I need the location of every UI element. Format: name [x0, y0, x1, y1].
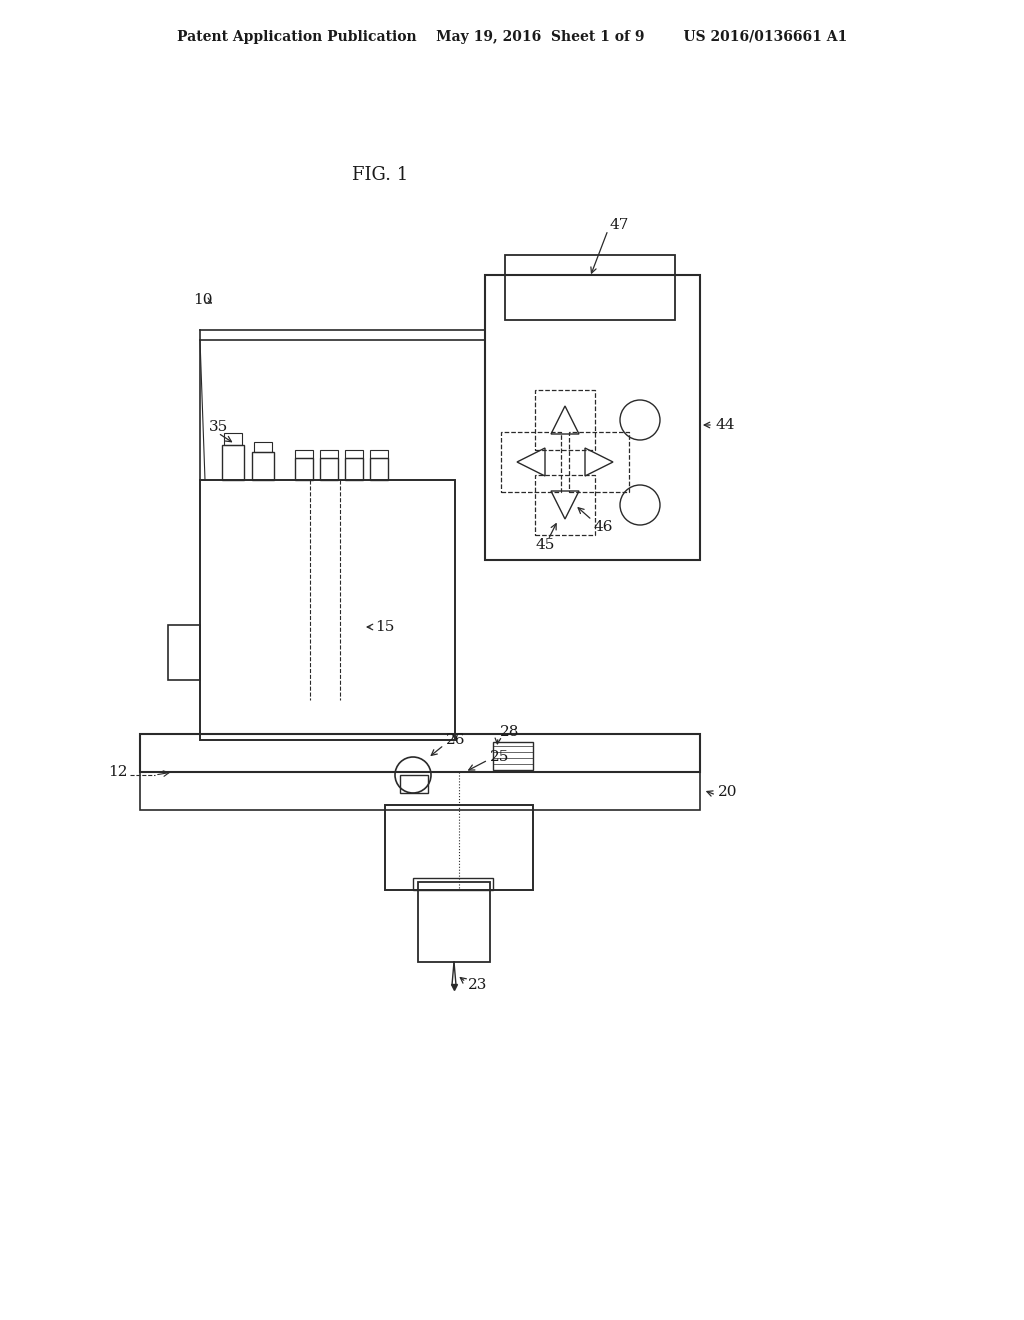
Bar [222, 445, 244, 480]
Bar [319, 450, 338, 458]
Text: Patent Application Publication    May 19, 2016  Sheet 1 of 9        US 2016/0136: Patent Application Publication May 19, 2… [177, 30, 847, 44]
Bar [493, 742, 534, 770]
Bar [224, 433, 242, 445]
Text: 45: 45 [535, 539, 554, 552]
Bar [200, 480, 455, 741]
Bar [295, 450, 313, 458]
Text: 25: 25 [490, 750, 509, 764]
Bar [345, 458, 362, 480]
Text: 23: 23 [468, 978, 487, 993]
Bar [400, 775, 428, 793]
Bar [505, 255, 675, 319]
Text: 44: 44 [715, 418, 734, 432]
Text: 35: 35 [208, 420, 227, 434]
Bar [295, 458, 313, 480]
Bar [370, 450, 388, 458]
Bar [413, 878, 493, 890]
Bar [140, 772, 700, 810]
Text: 12: 12 [109, 766, 128, 779]
Bar [535, 475, 595, 535]
Text: 20: 20 [718, 785, 737, 799]
Bar [418, 882, 490, 962]
Text: 47: 47 [610, 218, 630, 232]
Bar [569, 432, 629, 492]
Text: 46: 46 [594, 520, 613, 535]
Text: 26: 26 [446, 733, 466, 747]
Bar [385, 805, 534, 890]
Text: 15: 15 [375, 620, 394, 634]
Bar [140, 734, 700, 772]
Bar [252, 451, 274, 480]
Text: 10: 10 [193, 293, 213, 308]
Text: FIG. 1: FIG. 1 [352, 166, 409, 183]
Bar [319, 458, 338, 480]
Text: 28: 28 [500, 725, 519, 739]
Bar [535, 389, 595, 450]
Bar [485, 275, 700, 560]
Bar [501, 432, 561, 492]
Bar [168, 624, 200, 680]
Bar [345, 450, 362, 458]
Bar [370, 458, 388, 480]
Bar [254, 442, 272, 451]
